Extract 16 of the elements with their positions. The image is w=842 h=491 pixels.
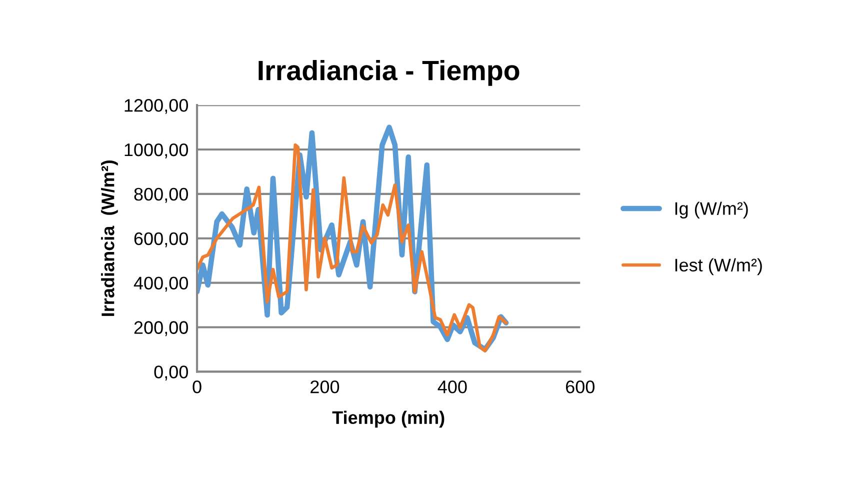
x-axis-title: Tiempo (min) — [332, 410, 444, 428]
legend-label: Iest (W/m²) — [675, 258, 762, 276]
y-axis-title: Irradiancia (W/m²) — [101, 160, 118, 316]
y-tick-label: 800,00 — [134, 188, 188, 203]
x-tick-label: 200 — [310, 380, 340, 394]
chart-title: Irradiancia - Tiempo — [258, 60, 520, 86]
y-tick-label: 200,00 — [134, 321, 188, 336]
y-tick-label: 1200,00 — [124, 99, 188, 114]
x-tick-label: 600 — [566, 380, 594, 394]
x-tick-label: 0 — [192, 380, 202, 394]
legend-label: Ig (W/m²) — [675, 202, 748, 219]
y-tick-label: 600,00 — [134, 232, 188, 248]
y-tick-label: 400,00 — [134, 276, 188, 292]
x-tick-label: 400 — [438, 380, 467, 394]
y-tick-label: 0,00 — [154, 366, 188, 381]
y-tick-label: 1000,00 — [124, 143, 188, 158]
